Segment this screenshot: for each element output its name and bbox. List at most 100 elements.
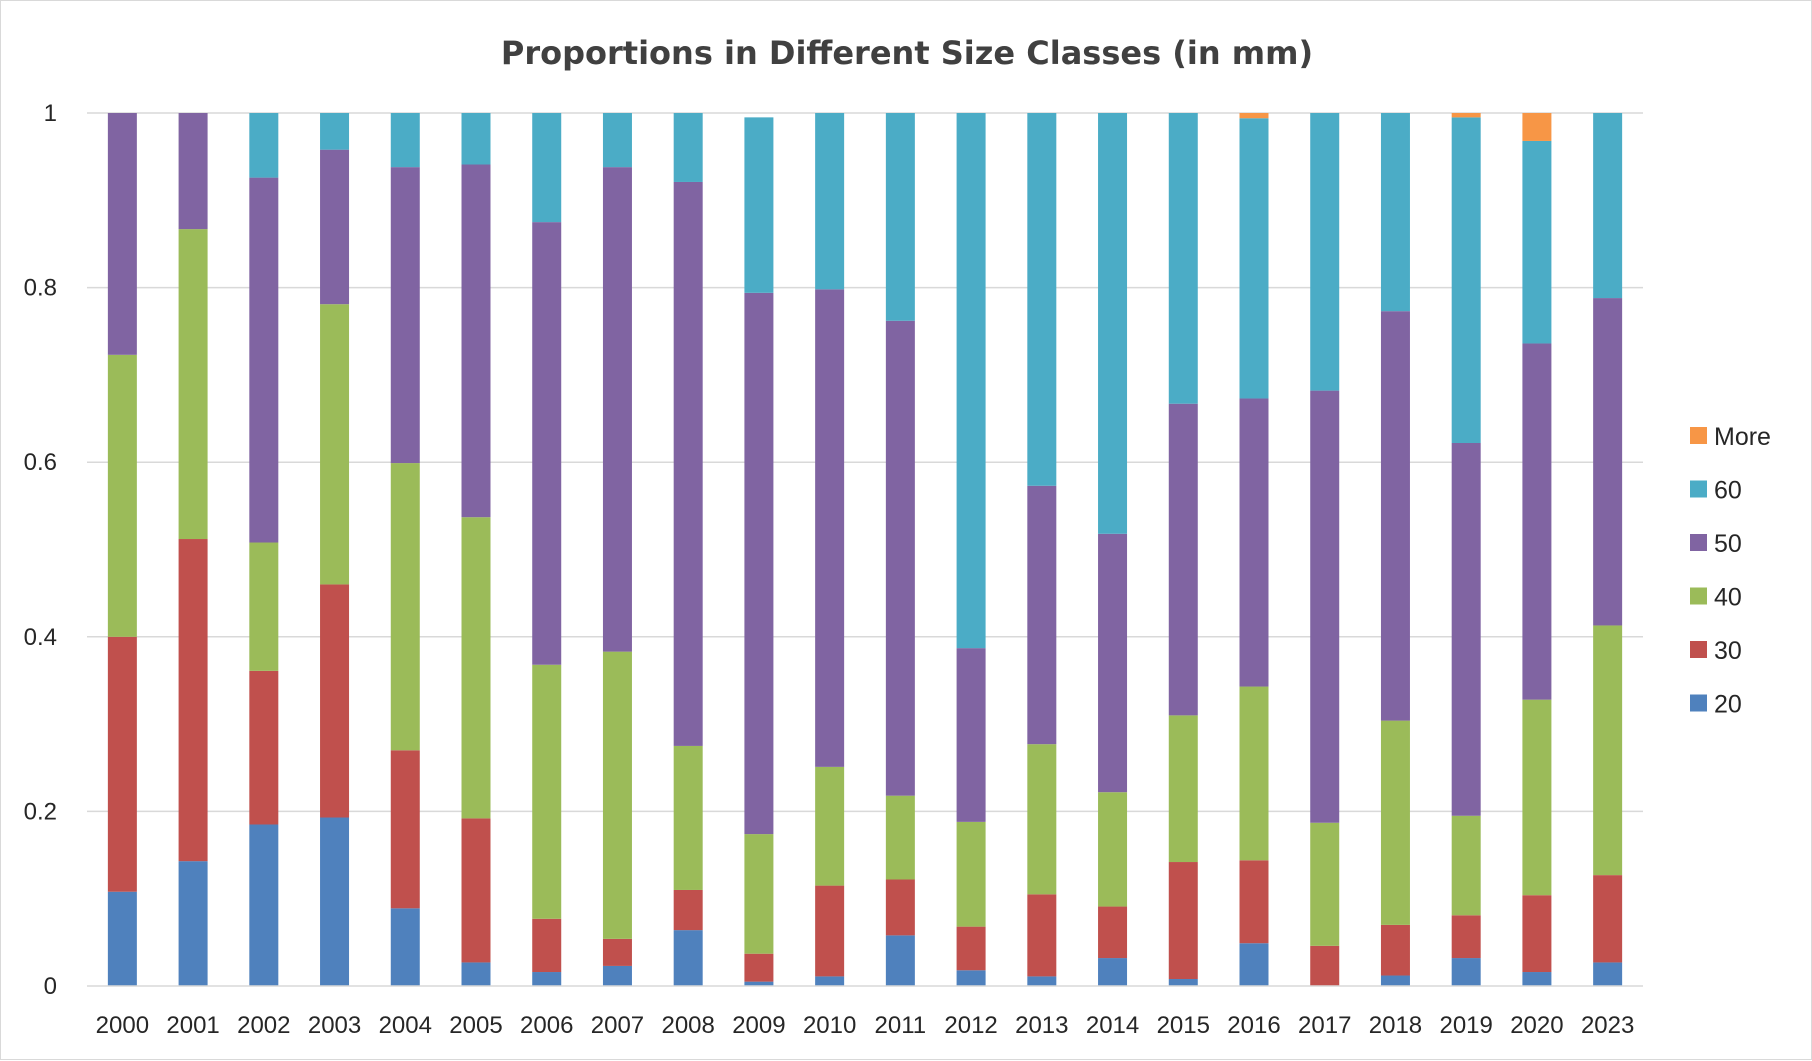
bar-segment-2001-20 [178,861,208,986]
bar-segment-2006-40 [532,664,562,919]
x-tick-label: 2001 [166,1012,219,1039]
bar-segment-2006-60 [532,113,562,223]
x-tick-label: 2018 [1369,1012,1422,1039]
bar-segment-2004-30 [390,750,420,909]
bar-segment-2002-40 [249,542,279,671]
bar-segment-2007-60 [602,113,632,168]
bar-segment-2016-30 [1239,860,1269,944]
bar-segment-2010-60 [815,113,845,290]
x-tick-label: 2020 [1510,1012,1563,1039]
bar-segment-2015-50 [1168,403,1198,716]
bar-segment-2004-50 [390,167,420,464]
legend-label: More [1714,423,1771,451]
bar-segment-2016-60 [1239,118,1269,399]
bar-segment-2012-60 [956,113,986,649]
bar-segment-2023-30 [1593,875,1623,963]
bar-segment-2014-60 [1098,113,1128,534]
bar-segment-2005-40 [461,517,491,819]
bar-segment-2023-40 [1593,625,1623,876]
bar-segment-2017-40 [1310,822,1340,946]
bar-segment-2019-More [1451,113,1481,118]
y-tick-label: 0.4 [24,624,57,651]
bar-segment-2005-60 [461,113,491,165]
bar-segment-2010-50 [815,289,845,767]
bar-segment-2010-40 [815,766,845,886]
y-tick-label: 0.2 [24,798,57,825]
bar-segment-2020-30 [1522,895,1552,973]
x-tick-label: 2015 [1157,1012,1210,1039]
bar-segment-2018-30 [1380,924,1410,976]
bar-segment-2007-30 [602,938,632,966]
bar-segment-2014-40 [1098,792,1128,907]
bar-segment-2002-60 [249,113,279,178]
bars [107,113,1623,986]
bar-segment-2011-30 [885,879,915,936]
bar-segment-2008-60 [673,113,703,182]
bar-segment-2008-30 [673,889,703,931]
bar-segment-2011-50 [885,320,915,796]
legend-label: 40 [1714,584,1742,612]
bar-segment-2009-20 [744,981,774,986]
bar-segment-2000-40 [107,354,137,637]
bar-segment-2005-50 [461,164,491,518]
legend-label: 60 [1714,477,1742,505]
bar-segment-2007-20 [602,965,632,986]
x-tick-label: 2011 [875,1012,927,1039]
bar-segment-2000-50 [107,113,137,355]
bar-segment-2003-40 [320,304,350,585]
x-tick-label: 2010 [803,1012,856,1039]
bar-segment-2003-30 [320,584,350,818]
bar-segment-2006-50 [532,222,562,665]
bar-segment-2005-20 [461,962,491,986]
bar-segment-2008-50 [673,181,703,746]
bar-segment-2006-20 [532,972,562,986]
bar-segment-2009-50 [744,292,774,835]
bar-segment-2001-40 [178,229,208,540]
bar-segment-2015-40 [1168,715,1198,863]
x-tick-label: 2003 [308,1012,361,1039]
bar-segment-2003-50 [320,149,350,305]
bar-segment-2014-30 [1098,906,1128,959]
bar-segment-2013-40 [1027,744,1057,895]
bar-segment-2019-30 [1451,915,1481,959]
bar-segment-2019-60 [1451,117,1481,443]
legend-item-50: 50 [1690,530,1742,558]
bar-segment-2018-20 [1380,975,1410,986]
x-tick-label: 2016 [1227,1012,1280,1039]
bar-segment-2002-30 [249,670,279,825]
bar-segment-2015-20 [1168,979,1198,986]
bar-segment-2000-30 [107,636,137,892]
bar-segment-2009-40 [744,834,774,954]
bar-segment-2017-50 [1310,390,1340,823]
bar-segment-2011-60 [885,113,915,321]
legend-swatch [1690,587,1707,605]
bar-segment-2008-20 [673,930,703,986]
bar-segment-2013-50 [1027,485,1057,745]
bar-segment-2016-More [1239,113,1269,119]
x-tick-label: 2012 [944,1012,997,1039]
bar-segment-2004-40 [390,463,420,751]
bar-segment-2014-20 [1098,958,1128,986]
bar-segment-2001-30 [178,539,208,862]
x-tick-label: 2000 [96,1012,149,1039]
legend-item-60: 60 [1690,477,1742,505]
bar-segment-2020-50 [1522,343,1552,700]
bar-segment-2014-50 [1098,533,1128,793]
bar-segment-2023-60 [1593,113,1623,299]
bar-segment-2016-40 [1239,686,1269,861]
x-tick-label: 2014 [1086,1012,1139,1039]
bar-segment-2017-60 [1310,113,1340,391]
legend: More 60 50 40 30 20 [1690,423,1771,719]
bar-segment-2009-30 [744,953,774,982]
bar-segment-2007-40 [602,651,632,939]
x-tick-label: 2002 [237,1012,290,1039]
chart-title: Proportions in Different Size Classes (i… [501,34,1313,72]
bar-segment-2004-20 [390,908,420,986]
legend-item-More: More [1690,423,1771,451]
legend-swatch [1690,694,1707,712]
bar-segment-2007-50 [602,167,632,652]
bar-segment-2018-50 [1380,311,1410,721]
bar-segment-2015-30 [1168,862,1198,980]
bar-segment-2012-30 [956,926,986,971]
